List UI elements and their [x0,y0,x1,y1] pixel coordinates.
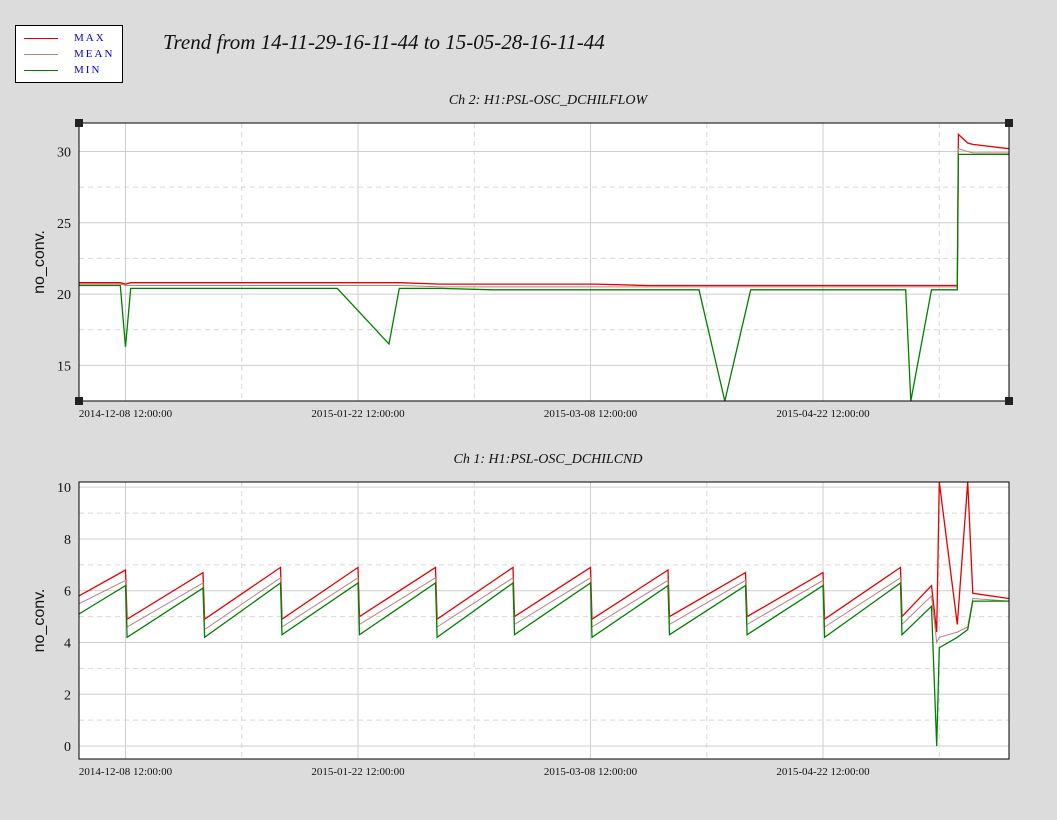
legend-label-mean: MEAN [74,48,115,60]
series-line-mean-2 [78,576,1010,645]
legend-line-mean [24,54,58,55]
legend-box: MAX MEAN MIN [15,25,123,83]
series-line-min-1 [79,153,1009,402]
resize-handle [1005,119,1013,127]
x-tick-label: 2015-04-22 12:00:00 [776,766,870,778]
legend-item-max: MAX [16,31,122,45]
x-tick-label: 2015-04-22 12:00:00 [776,408,870,420]
y-tick-label: 4 [64,637,71,652]
resize-handle [1005,397,1013,405]
y-tick-label: 10 [57,481,71,496]
plot-area-2 [79,482,1009,759]
panel-title-2: Ch 1: H1:PSL-OSC_DCHILCND [453,452,642,467]
legend-line-max [24,38,58,39]
x-tick-label: 2014-12-08 12:00:00 [79,408,173,420]
resize-handle [75,397,83,405]
series-line-max-2 [78,481,1010,633]
panel-title-1: Ch 2: H1:PSL-OSC_DCHILFLOW [449,93,649,108]
legend-item-min: MIN [16,63,122,77]
y-tick-label: 0 [64,740,71,755]
y-axis-label-1: no_conv. [31,230,48,294]
y-tick-label: 20 [57,288,71,303]
series-line-mean-1 [79,148,1009,288]
x-tick-label: 2015-03-08 12:00:00 [544,408,638,420]
resize-handle [75,119,83,127]
x-tick-label: 2015-03-08 12:00:00 [544,766,638,778]
x-tick-label: 2015-01-22 12:00:00 [311,766,405,778]
y-tick-label: 30 [57,146,71,161]
series-line-min-2 [78,581,1009,747]
plot-area-1 [79,123,1009,401]
legend-label-max: MAX [74,32,106,44]
y-tick-label: 2 [64,688,71,703]
trend-title: Trend from 14-11-29-16-11-44 to 15-05-28… [163,30,605,54]
legend-label-min: MIN [74,64,102,76]
legend-item-mean: MEAN [16,47,122,61]
y-tick-label: 6 [64,585,71,600]
legend-line-min [24,70,58,71]
series-line-max-1 [79,132,1010,287]
y-tick-label: 15 [57,359,71,374]
y-tick-label: 8 [64,533,71,548]
x-tick-label: 2014-12-08 12:00:00 [79,766,173,778]
y-axis-label-2: no_conv. [31,589,48,653]
plot-frame-2 [78,481,1010,760]
plot-frame-1 [78,122,1010,402]
y-tick-label: 25 [57,217,71,232]
x-tick-label: 2015-01-22 12:00:00 [311,408,405,420]
